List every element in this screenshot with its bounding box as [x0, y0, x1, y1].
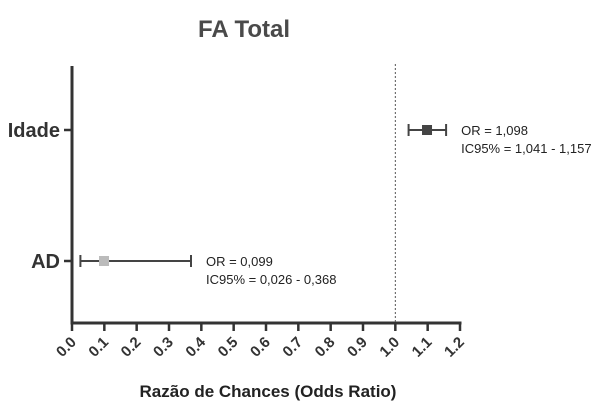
y-tick-label: AD — [31, 251, 60, 273]
x-tick-label: 0.4 — [182, 333, 209, 360]
chart-title: FA Total — [198, 16, 290, 43]
x-tick-label: 0.8 — [312, 334, 339, 361]
x-tick-label: 0.7 — [279, 334, 306, 361]
x-axis-label: Razão de Chances (Odds Ratio) — [140, 382, 397, 401]
plot-area: 0.0 0.1 0.2 0.3 0.4 0.5 0.6 0.7 0.8 0.9 1.0 1.1 1.2 I… — [8, 64, 592, 361]
or-point — [99, 256, 110, 266]
or-annotation: OR = 0,099 — [206, 254, 273, 269]
ci-annotation: IC95% = 0,026 - 0,368 — [206, 272, 336, 287]
ci-annotation: IC95% = 1,041 - 1,157 — [461, 141, 591, 156]
x-tick-label: 0.0 — [53, 334, 80, 361]
or-point — [422, 125, 433, 135]
x-tick-label: 1.2 — [441, 334, 468, 361]
x-tick-label: 0.5 — [215, 334, 242, 361]
x-tick-label: 0.9 — [344, 334, 371, 361]
x-tick-label: 0.2 — [118, 334, 145, 361]
or-annotation: OR = 1,098 — [461, 123, 528, 138]
x-tick-label: 0.1 — [85, 334, 112, 361]
x-tick-label: 0.3 — [150, 334, 177, 361]
x-tick-label: 1.0 — [376, 334, 403, 361]
x-tick-label: 0.6 — [247, 334, 274, 361]
y-tick-label: Idade — [8, 120, 60, 142]
x-tick-label: 1.1 — [409, 334, 436, 361]
